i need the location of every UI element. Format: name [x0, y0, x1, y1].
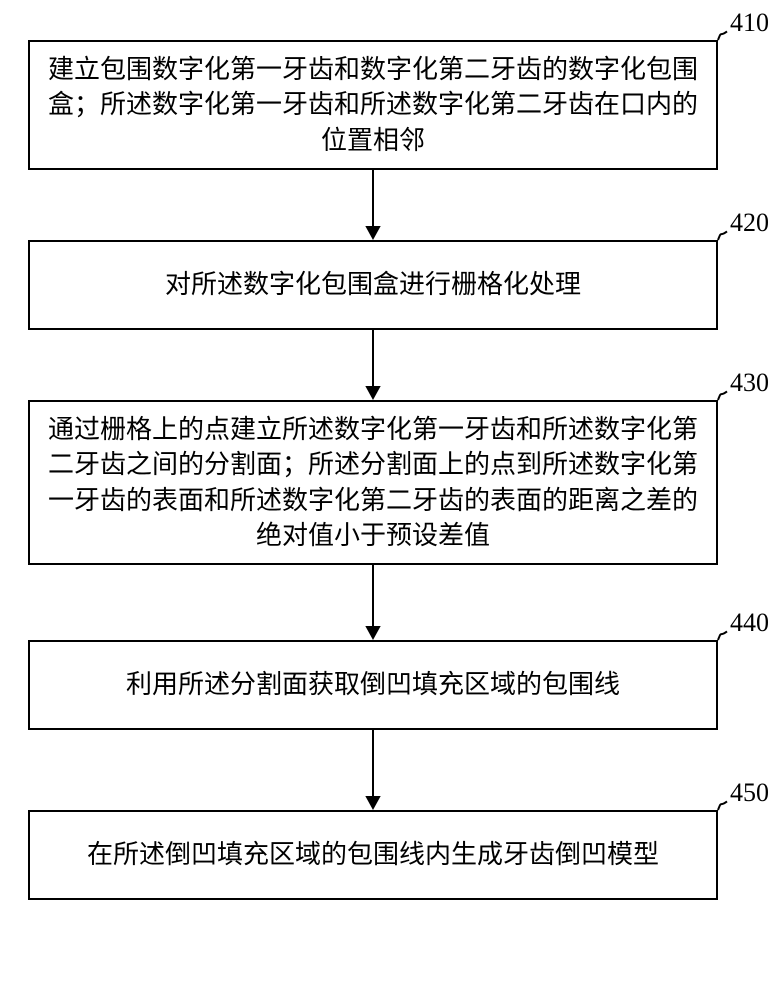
- step-label-430: 430: [730, 368, 769, 398]
- flow-step-text: 通过栅格上的点建立所述数字化第一牙齿和所述数字化第二牙齿之间的分割面；所述分割面…: [44, 412, 702, 552]
- flow-step-440: 利用所述分割面获取倒凹填充区域的包围线: [28, 640, 718, 730]
- flow-step-text: 在所述倒凹填充区域的包围线内生成牙齿倒凹模型: [87, 837, 659, 872]
- flow-step-text: 利用所述分割面获取倒凹填充区域的包围线: [126, 667, 620, 702]
- flow-step-text: 建立包围数字化第一牙齿和数字化第二牙齿的数字化包围盒；所述数字化第一牙齿和所述数…: [44, 52, 702, 157]
- flow-step-430: 通过栅格上的点建立所述数字化第一牙齿和所述数字化第二牙齿之间的分割面；所述分割面…: [28, 400, 718, 565]
- step-label-450: 450: [730, 778, 769, 808]
- step-label-440: 440: [730, 608, 769, 638]
- flow-step-420: 对所述数字化包围盒进行栅格化处理: [28, 240, 718, 330]
- step-label-410: 410: [730, 8, 769, 38]
- flow-step-text: 对所述数字化包围盒进行栅格化处理: [165, 267, 581, 302]
- flow-step-410: 建立包围数字化第一牙齿和数字化第二牙齿的数字化包围盒；所述数字化第一牙齿和所述数…: [28, 40, 718, 170]
- flow-step-450: 在所述倒凹填充区域的包围线内生成牙齿倒凹模型: [28, 810, 718, 900]
- flowchart-canvas: 建立包围数字化第一牙齿和数字化第二牙齿的数字化包围盒；所述数字化第一牙齿和所述数…: [0, 0, 771, 1000]
- step-label-420: 420: [730, 208, 769, 238]
